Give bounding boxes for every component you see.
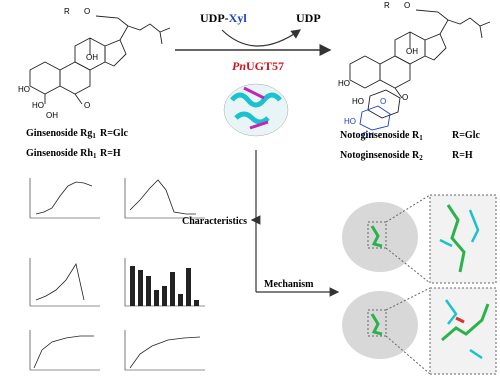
name: Ginsenoside Rg [26, 128, 92, 139]
name: Notoginsenoside R [340, 130, 420, 141]
substrate-r: R=H [100, 148, 121, 159]
product-r: R=Glc [452, 130, 480, 141]
atom-label: HO [32, 101, 44, 110]
docking-images [342, 194, 497, 375]
name: Notoginsenoside R [340, 150, 420, 161]
atom-label: O [84, 7, 90, 16]
atom-label: O [404, 1, 410, 10]
atom-label: OH [362, 131, 374, 140]
branch-label: Characteristics [182, 216, 247, 227]
branch-label: Mechanism [264, 279, 314, 290]
atom-label: R [384, 1, 390, 10]
curved-arrow [221, 29, 301, 47]
substrate-name: Ginsenoside Rg1 [26, 128, 96, 140]
enzyme-structure [223, 83, 289, 137]
product-name: Notoginsenoside R2 [340, 150, 423, 162]
donor-label: UDP-Xyl [200, 11, 247, 25]
atom-label: OH [46, 111, 58, 120]
atom-label: O [402, 93, 408, 102]
atom-label: HO [338, 79, 350, 88]
donor: UDP- [200, 11, 229, 25]
subscript: 2 [419, 154, 423, 162]
atom-label: O [380, 97, 386, 106]
substrate-r: R=Glc [100, 128, 128, 139]
atom-label: HO [344, 117, 356, 126]
atom-label: HO [18, 85, 30, 94]
enzyme-prefix: Pn [232, 59, 246, 73]
donor-sugar: Xyl [229, 11, 248, 25]
subscript: 1 [93, 152, 97, 160]
enzyme-label: PnUGT57 [232, 59, 284, 73]
atom-label: OH [86, 53, 98, 62]
subscript: 1 [92, 132, 96, 140]
atom-label: O [84, 101, 90, 110]
name: Ginsenoside Rh [26, 148, 93, 159]
atom-label: HO [352, 97, 364, 106]
mini-plots [29, 178, 205, 371]
substrate-name: Ginsenoside Rh1 [26, 148, 97, 160]
atom-label: R [64, 7, 70, 16]
enzyme-name: UGT57 [246, 59, 284, 73]
product-structure: R O OH HO O HO HO O OH [338, 1, 491, 140]
product-name: Notoginsenoside R1 [340, 130, 423, 142]
substrate-structure: R O OH HO HO OH O [18, 7, 171, 120]
product-r: R=H [452, 150, 473, 161]
atom-label: OH [406, 47, 418, 56]
subscript: 1 [419, 134, 423, 142]
product-label: UDP [296, 11, 321, 25]
